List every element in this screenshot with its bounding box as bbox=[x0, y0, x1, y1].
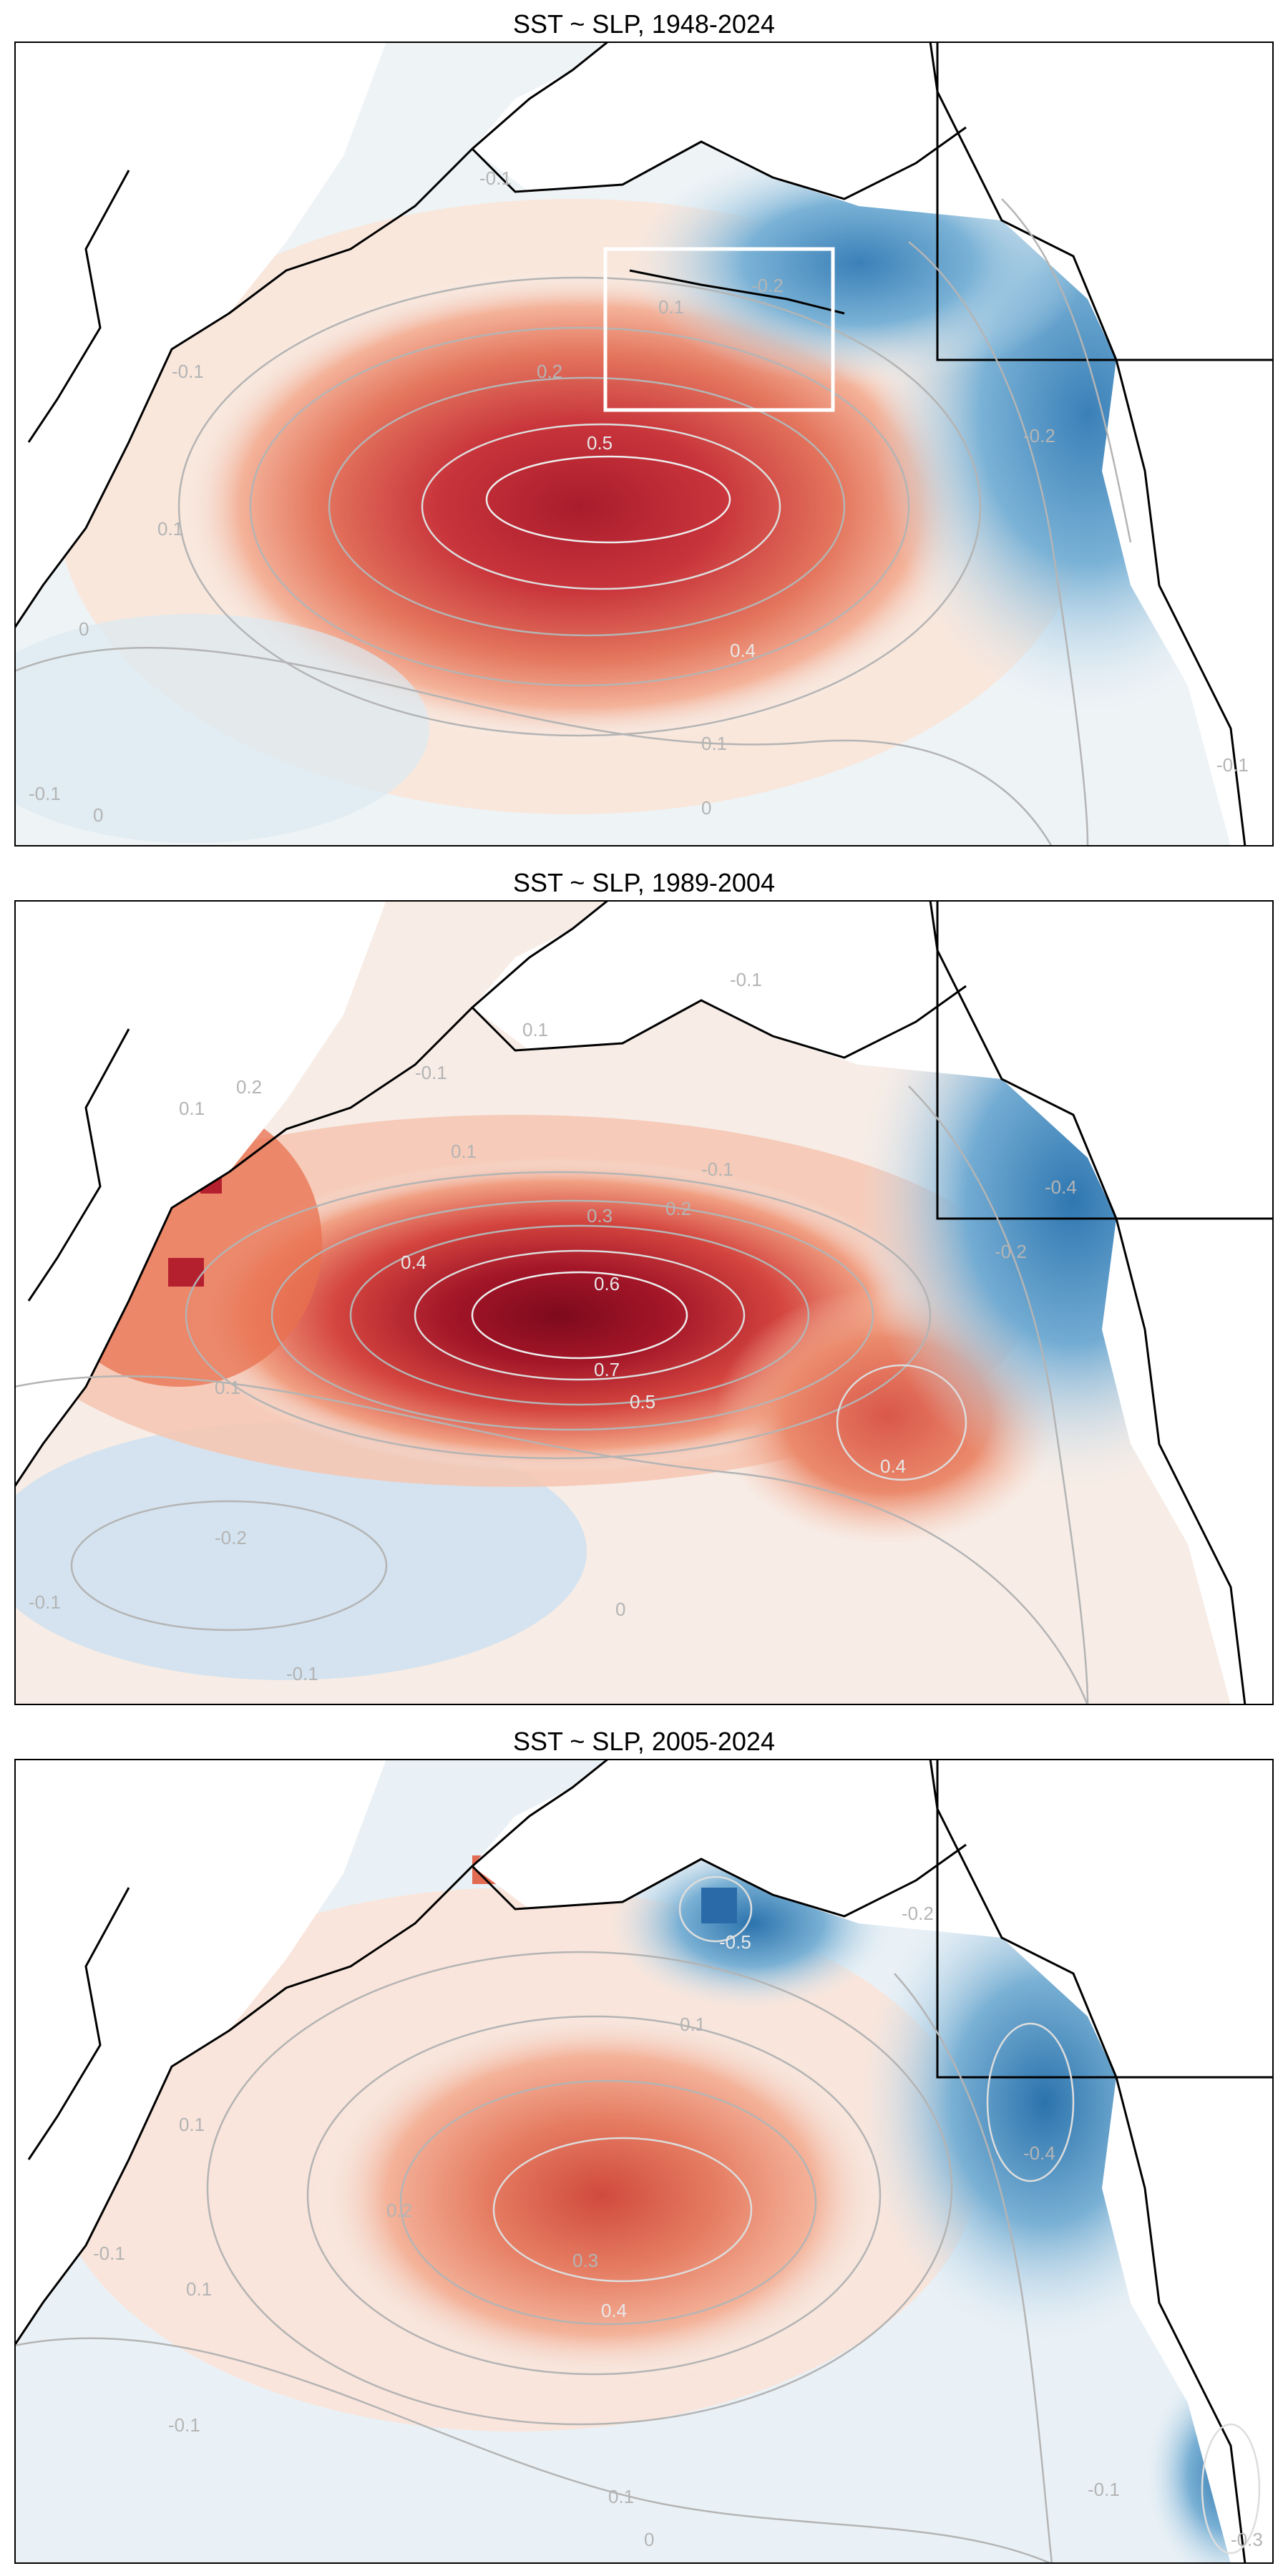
contour-label: 0 bbox=[615, 1599, 625, 1620]
warm-hotspot bbox=[168, 1258, 204, 1287]
contour-label: -0.1 bbox=[701, 1158, 733, 1180]
contour-label: -0.1 bbox=[172, 361, 204, 382]
contour-label: 0.5 bbox=[587, 432, 613, 454]
panel-3-map: -0.5 -0.2 0.1 -0.4 0.2 0.3 0.4 -0.1 0.1 … bbox=[14, 1759, 1274, 2564]
panel-2-title: SST ~ SLP, 1989-2004 bbox=[513, 868, 775, 897]
contour-label: 0 bbox=[701, 797, 711, 819]
contour-label: 0.4 bbox=[401, 1252, 426, 1273]
contour-label: 0.1 bbox=[451, 1141, 477, 1162]
land-alaska bbox=[472, 900, 1274, 1219]
land-alaska bbox=[472, 42, 1274, 360]
border-alaska-canada bbox=[936, 1759, 1274, 2079]
contour-label: -0.1 bbox=[415, 1062, 447, 1083]
cool-hotspot bbox=[701, 1888, 737, 1923]
panel-1-map: -0.1 -0.2 -0.1 0.1 0.2 0.5 0.4 0.1 0 0 -… bbox=[14, 42, 1274, 847]
warm-anomaly bbox=[179, 270, 980, 743]
contour-label: -0.1 bbox=[29, 1591, 61, 1613]
contour-label: 0 bbox=[93, 804, 103, 826]
contour-label: 0.1 bbox=[186, 2278, 212, 2300]
contour-label: -0.1 bbox=[93, 2243, 125, 2264]
contour-label: 0.1 bbox=[680, 2014, 706, 2035]
contour-label: -0.5 bbox=[719, 1931, 751, 1953]
contour-label: -0.2 bbox=[995, 1241, 1027, 1262]
contour-label: -0.1 bbox=[1216, 754, 1249, 776]
land-alaska bbox=[472, 1759, 1274, 2077]
contour-lines bbox=[14, 1875, 1261, 2564]
contour-label: 0.3 bbox=[587, 1205, 613, 1226]
coastline bbox=[14, 1759, 1246, 2564]
panel-2-map: 0.1 -0.1 0.1 0.2 0.1 -0.1 0.3 0.2 0.4 0.… bbox=[14, 900, 1274, 1705]
contour-label: -0.2 bbox=[751, 275, 784, 296]
contour-label: -0.2 bbox=[215, 1527, 247, 1548]
contour-label: 0.2 bbox=[236, 1076, 262, 1098]
contour-label: 0.2 bbox=[665, 1198, 691, 1219]
contour-label: -0.4 bbox=[1023, 2142, 1055, 2164]
contour-label: 0.6 bbox=[594, 1273, 620, 1294]
contour-label: 0.5 bbox=[630, 1391, 655, 1413]
warm-anomaly bbox=[315, 2009, 887, 2381]
contour-label: 0.1 bbox=[701, 733, 727, 754]
contour-label: 0.2 bbox=[537, 361, 562, 382]
land-canada bbox=[1102, 1219, 1274, 1705]
land-canada bbox=[1102, 360, 1274, 847]
contour-label: 0.4 bbox=[601, 2300, 627, 2321]
contour-label: -0.2 bbox=[1023, 425, 1055, 447]
panel-frame bbox=[14, 42, 1274, 847]
contour-label-group: -0.5 -0.2 0.1 -0.4 0.2 0.3 0.4 -0.1 0.1 … bbox=[93, 1903, 1263, 2550]
contour-lines bbox=[14, 198, 1132, 847]
contour-label: 0.1 bbox=[179, 1098, 205, 1119]
contour-label: 0.2 bbox=[386, 2200, 412, 2221]
contour-label: -0.1 bbox=[29, 783, 61, 804]
contour-label: 0.1 bbox=[522, 1019, 548, 1040]
land-asia bbox=[14, 1759, 386, 2346]
contour-label: -0.1 bbox=[168, 2414, 200, 2436]
contour-label: 0.3 bbox=[572, 2250, 598, 2271]
land-asia bbox=[14, 42, 386, 628]
coastline bbox=[14, 42, 1246, 847]
panel-3-title: SST ~ SLP, 2005-2024 bbox=[513, 1727, 775, 1756]
contour-label: -0.1 bbox=[479, 167, 512, 189]
cool-anomaly-sw bbox=[14, 1423, 587, 1680]
coastline bbox=[14, 900, 1246, 1705]
border-alaska-canada bbox=[936, 42, 1274, 361]
contour-label: 0.4 bbox=[880, 1455, 906, 1477]
contour-label: 0 bbox=[79, 618, 89, 640]
contour-label: 0 bbox=[644, 2529, 654, 2550]
contour-label: 0.1 bbox=[608, 2486, 634, 2507]
border-alaska-canada bbox=[936, 900, 1274, 1220]
land-canada bbox=[1102, 2077, 1274, 2564]
contour-label: 0.7 bbox=[594, 1359, 620, 1380]
contour-label: -0.4 bbox=[1045, 1176, 1077, 1198]
contour-lines bbox=[14, 1085, 1089, 1705]
contour-label: -0.1 bbox=[1088, 2479, 1120, 2500]
land-asia bbox=[14, 900, 386, 1487]
contour-label: 0.1 bbox=[215, 1377, 240, 1398]
contour-label: 0.1 bbox=[157, 518, 183, 540]
contour-label: -0.2 bbox=[902, 1903, 934, 1924]
contour-label: 0.1 bbox=[179, 2114, 205, 2135]
contour-label: -0.1 bbox=[286, 1663, 318, 1684]
contour-label-group: 0.1 -0.1 0.1 0.2 0.1 -0.1 0.3 0.2 0.4 0.… bbox=[29, 969, 1077, 1684]
panel-frame bbox=[14, 1759, 1274, 2564]
study-region-box bbox=[603, 247, 835, 412]
panel-frame bbox=[14, 900, 1274, 1705]
contour-label: 0.4 bbox=[730, 640, 756, 661]
contour-label: -0.3 bbox=[1231, 2529, 1263, 2550]
contour-label-group: -0.1 -0.2 -0.1 0.1 0.2 0.5 0.4 0.1 0 0 -… bbox=[29, 167, 1249, 826]
panel-1-title: SST ~ SLP, 1948-2024 bbox=[513, 9, 775, 39]
contour-label: -0.1 bbox=[730, 969, 762, 990]
contour-label: 0.1 bbox=[658, 296, 684, 318]
